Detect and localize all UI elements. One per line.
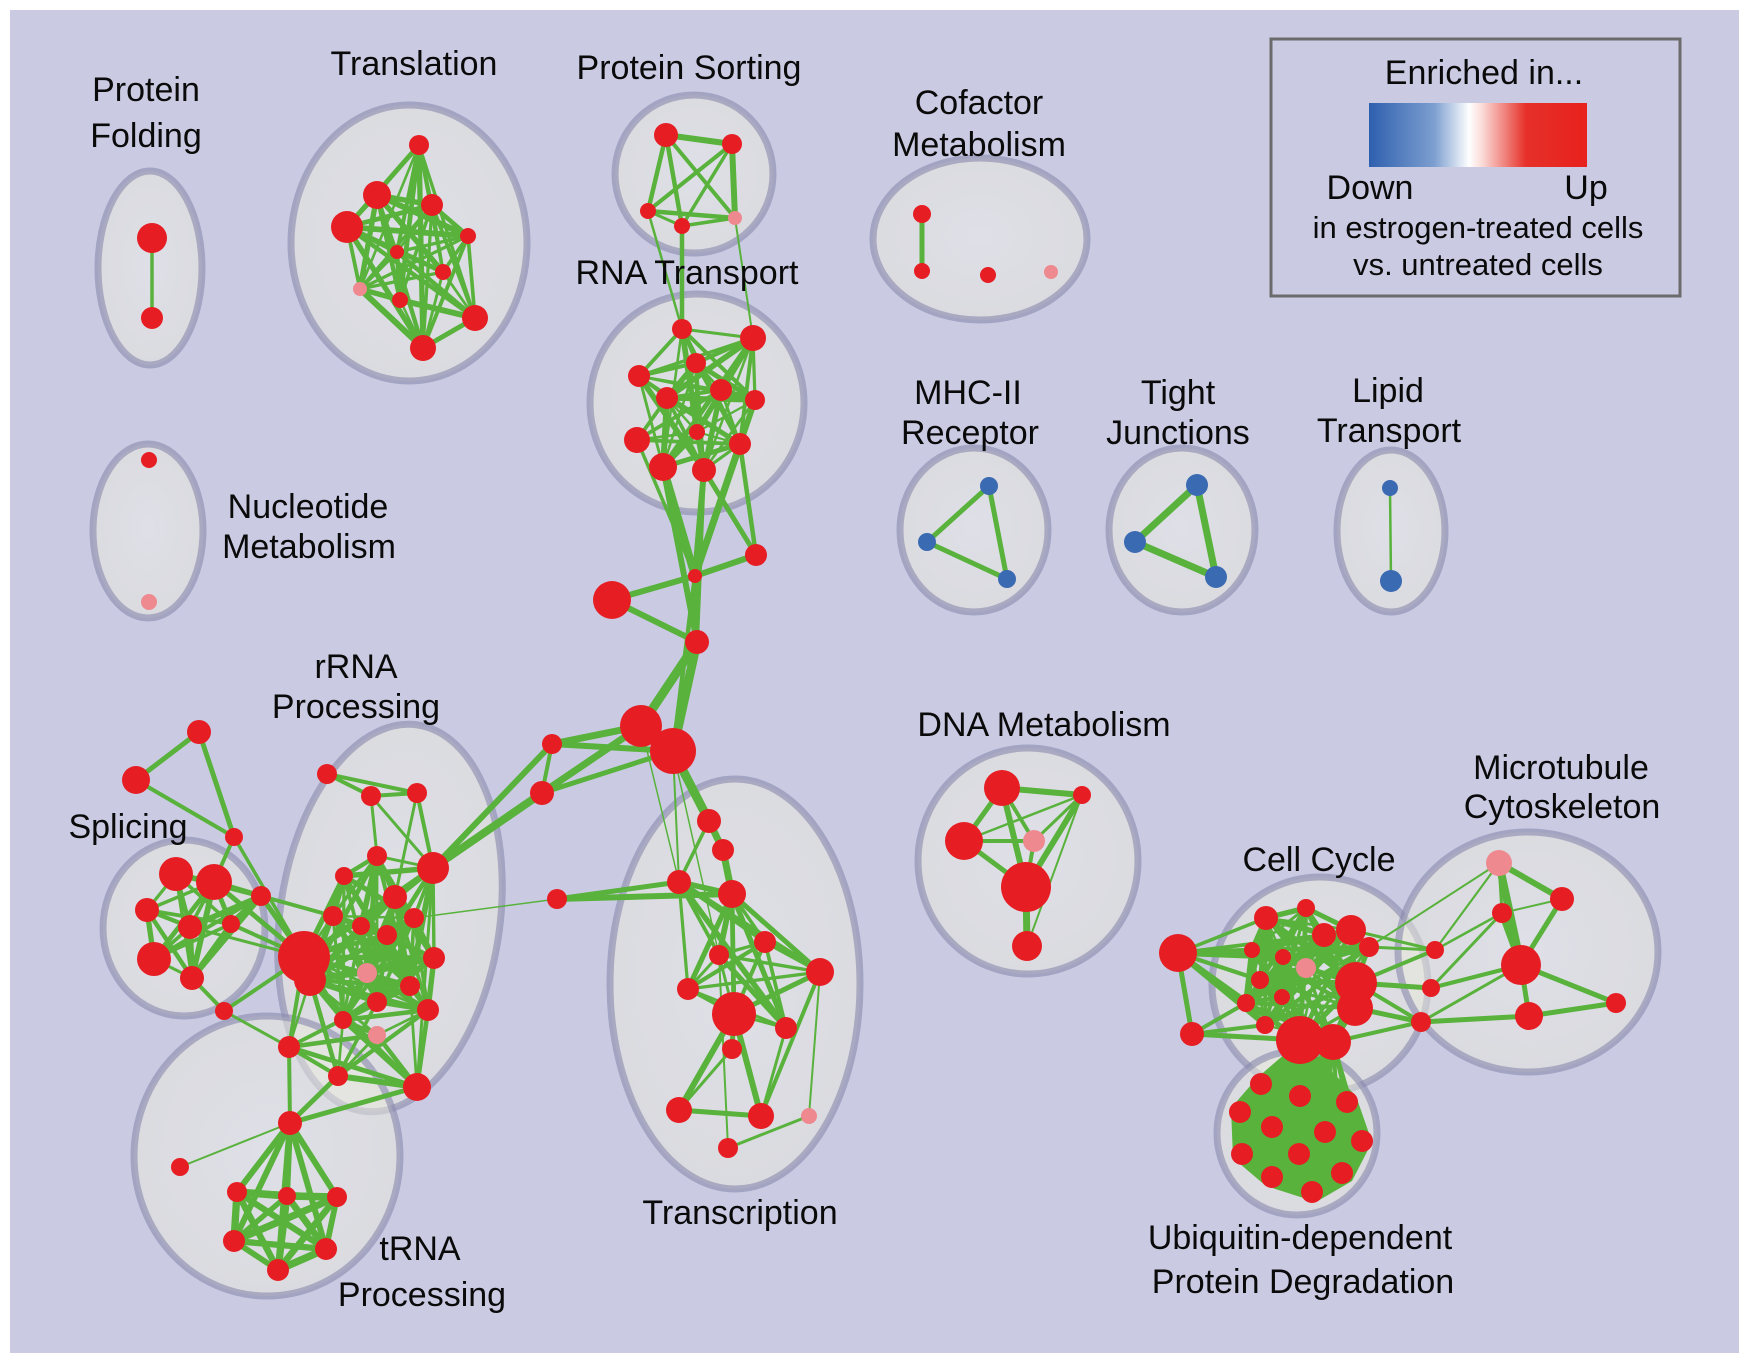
svg-text:Processing: Processing xyxy=(272,688,440,726)
svg-text:Splicing: Splicing xyxy=(68,808,187,846)
svg-text:Down: Down xyxy=(1327,169,1414,207)
svg-text:Cytoskeleton: Cytoskeleton xyxy=(1464,788,1661,826)
svg-text:Nucleotide: Nucleotide xyxy=(228,488,389,526)
svg-text:Receptor: Receptor xyxy=(901,414,1039,452)
svg-text:tRNA: tRNA xyxy=(379,1230,461,1268)
svg-text:Metabolism: Metabolism xyxy=(892,126,1066,164)
svg-text:Protein Degradation: Protein Degradation xyxy=(1152,1263,1454,1301)
svg-text:Enriched in...: Enriched in... xyxy=(1385,54,1583,92)
svg-text:Transport: Transport xyxy=(1317,412,1462,450)
svg-text:Up: Up xyxy=(1564,169,1607,207)
svg-text:Processing: Processing xyxy=(338,1276,506,1314)
svg-text:Transcription: Transcription xyxy=(642,1194,837,1232)
svg-text:Cell Cycle: Cell Cycle xyxy=(1242,841,1395,879)
svg-text:in estrogen-treated cells: in estrogen-treated cells xyxy=(1313,210,1644,245)
svg-text:Protein Sorting: Protein Sorting xyxy=(577,49,802,87)
svg-text:Translation: Translation xyxy=(331,45,498,83)
svg-text:Lipid: Lipid xyxy=(1352,372,1424,410)
svg-text:Cofactor: Cofactor xyxy=(915,84,1044,122)
svg-text:RNA Transport: RNA Transport xyxy=(576,254,800,292)
svg-text:Ubiquitin-dependent: Ubiquitin-dependent xyxy=(1148,1219,1453,1257)
svg-text:Junctions: Junctions xyxy=(1106,414,1250,452)
svg-text:rRNA: rRNA xyxy=(314,648,397,686)
svg-text:Protein: Protein xyxy=(92,71,200,109)
svg-text:vs. untreated cells: vs. untreated cells xyxy=(1353,247,1603,282)
svg-text:Tight: Tight xyxy=(1141,374,1216,412)
svg-text:MHC-II: MHC-II xyxy=(914,374,1022,412)
svg-text:DNA Metabolism: DNA Metabolism xyxy=(917,706,1170,744)
svg-text:Folding: Folding xyxy=(90,117,202,155)
svg-text:Microtubule: Microtubule xyxy=(1473,749,1649,787)
svg-text:Metabolism: Metabolism xyxy=(222,528,396,566)
